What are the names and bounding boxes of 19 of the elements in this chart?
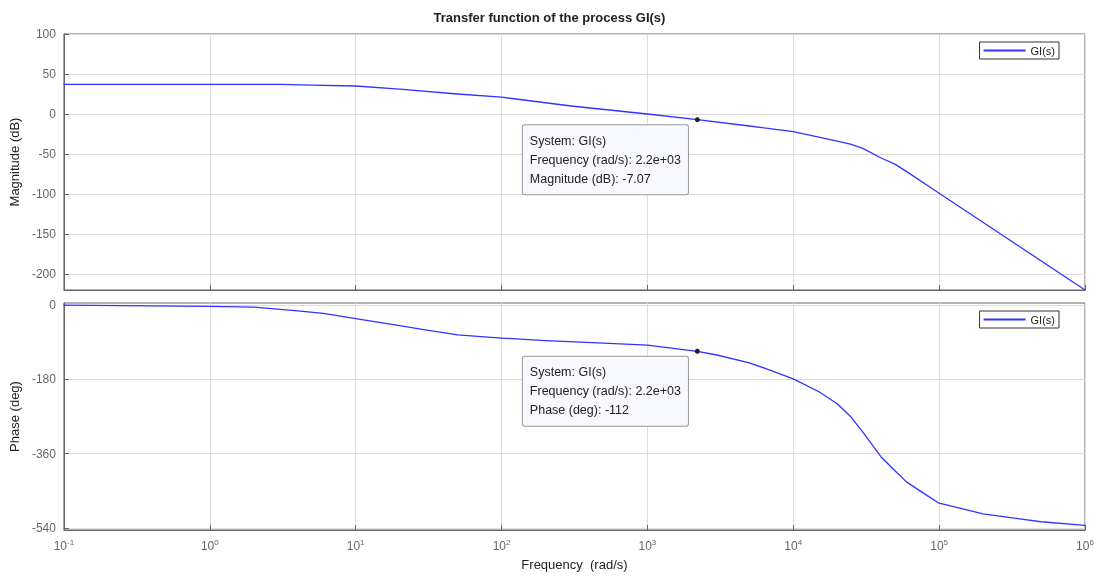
x-axis-title: Frequency (rad/s) xyxy=(521,557,628,572)
y-tick-label: 0 xyxy=(49,107,57,121)
y-tick-label: -50 xyxy=(38,147,57,161)
legend-label: GI(s) xyxy=(1030,313,1056,326)
y-tick-label: -100 xyxy=(31,187,57,201)
y-tick-label: -540 xyxy=(31,520,57,535)
legend-label: GI(s) xyxy=(1030,44,1056,57)
y-axis-title: Magnitude (dB) xyxy=(7,117,22,207)
y-tick-label: 100 xyxy=(35,27,57,41)
y-axis-title: Phase (deg) xyxy=(7,381,22,452)
y-tick-label: -150 xyxy=(31,227,57,241)
y-tick-label: -180 xyxy=(31,372,57,387)
chart-title: Transfer function of the process GI(s) xyxy=(433,10,666,25)
y-tick-label: 50 xyxy=(42,67,57,81)
y-tick-label: 0 xyxy=(49,298,57,313)
y-tick-label: -200 xyxy=(31,267,57,281)
y-tick-label: -360 xyxy=(31,446,57,461)
annotation: System: GI(s) Frequency (rad/s): 2.2e+03 Phase (deg): -112 xyxy=(529,365,682,418)
annotation: System: GI(s) Frequency (rad/s): 2.2e+03 Magnitude (dB): -7.07 xyxy=(529,133,682,186)
